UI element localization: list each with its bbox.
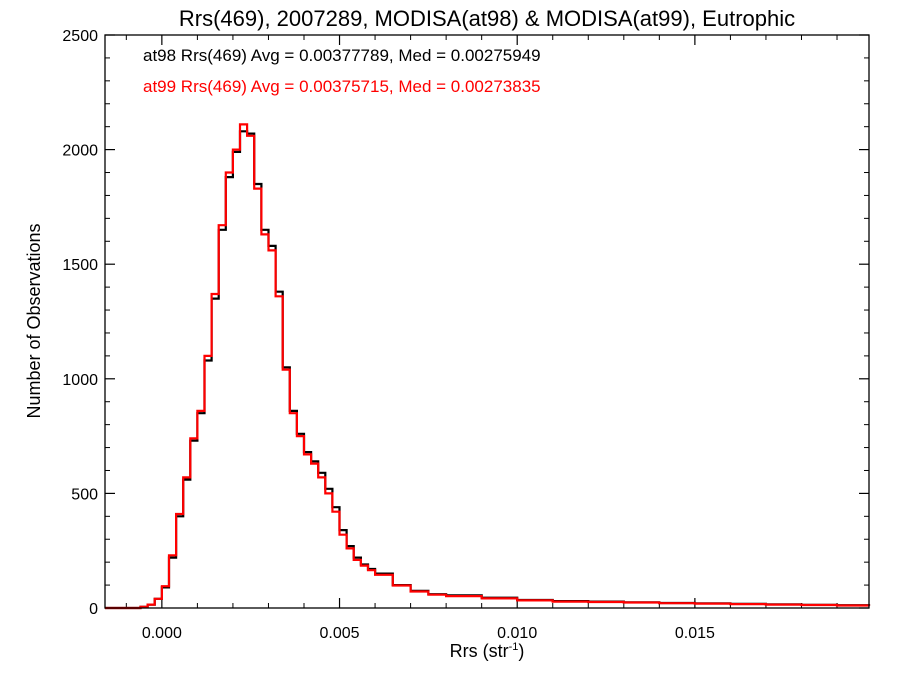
x-tick-label: 0.010 <box>497 625 537 642</box>
annotations: at98 Rrs(469) Avg = 0.00377789, Med = 0.… <box>143 46 541 96</box>
x-tick-label: 0.000 <box>142 625 182 642</box>
x-axis-label: Rrs (str-1) <box>450 641 525 661</box>
x-tick-label: 0.015 <box>675 625 715 642</box>
axis-ticks <box>105 34 869 609</box>
y-tick-label: 2000 <box>62 143 98 160</box>
y-tick-label: 1500 <box>62 257 98 274</box>
plot-frame <box>104 34 870 609</box>
annotation-2: at99 Rrs(469) Avg = 0.00375715, Med = 0.… <box>143 77 541 96</box>
x-tick-labels: 0.000 0.005 0.010 0.015 <box>142 625 715 642</box>
y-tick-labels: 0 500 1000 1500 2000 2500 <box>62 28 98 618</box>
series-layer <box>105 123 871 610</box>
y-tick-label: 2500 <box>62 28 98 45</box>
y-axis-label: Number of Observations <box>24 223 44 418</box>
series-line-2 <box>105 123 871 610</box>
chart-title: Rrs(469), 2007289, MODISA(at98) & MODISA… <box>179 6 795 31</box>
y-tick-label: 1000 <box>62 372 98 389</box>
y-tick-label: 0 <box>89 601 98 618</box>
y-tick-label: 500 <box>71 486 98 503</box>
series-line-1 <box>105 130 871 610</box>
x-tick-label: 0.005 <box>320 625 360 642</box>
annotation-1: at98 Rrs(469) Avg = 0.00377789, Med = 0.… <box>143 46 541 65</box>
